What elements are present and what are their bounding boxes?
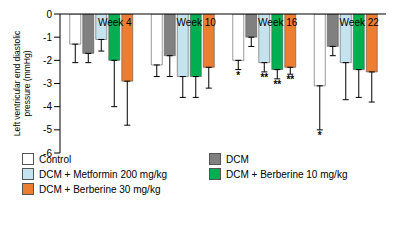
svg-text:Week 22: Week 22: [340, 17, 380, 28]
svg-text:-5: -5: [43, 124, 52, 135]
svg-text:-4: -4: [43, 101, 52, 112]
svg-text:0: 0: [46, 9, 52, 20]
svg-text:-3: -3: [43, 78, 52, 89]
svg-text:Week 4: Week 4: [98, 17, 132, 28]
svg-text:*: *: [318, 130, 322, 141]
svg-text:-1: -1: [43, 32, 52, 43]
svg-text:**: **: [273, 79, 281, 90]
svg-text:-6: -6: [43, 148, 52, 159]
svg-text:Left ventricular end diastolic: Left ventricular end diastolicpressure (…: [12, 30, 32, 136]
svg-text:-2: -2: [43, 55, 52, 66]
svg-text:**: **: [260, 72, 268, 83]
svg-text:**: **: [286, 74, 294, 85]
svg-text:Week 10: Week 10: [177, 17, 217, 28]
svg-text:Week 16: Week 16: [258, 17, 298, 28]
svg-text:*: *: [236, 70, 240, 81]
